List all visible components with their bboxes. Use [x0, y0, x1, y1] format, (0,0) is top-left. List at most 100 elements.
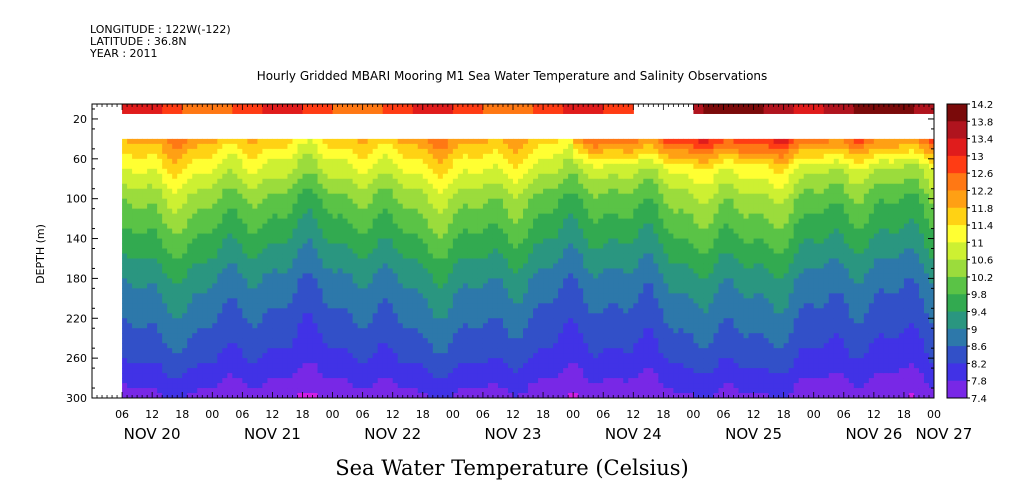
- heatmap-cell: [467, 353, 474, 359]
- heatmap-cell: [317, 338, 324, 344]
- heatmap-cell: [492, 188, 499, 195]
- heatmap-cell: [247, 213, 253, 220]
- heatmap-cell: [412, 328, 419, 334]
- heatmap-cell: [167, 333, 173, 339]
- heatmap-cell: [337, 218, 344, 225]
- heatmap-cell: [502, 283, 509, 289]
- heatmap-cell: [142, 263, 148, 270]
- heatmap-cell: [147, 178, 153, 185]
- heatmap-cell: [377, 338, 384, 344]
- heatmap-cell: [432, 378, 439, 384]
- heatmap-cell: [217, 318, 223, 324]
- heatmap-cell: [548, 268, 554, 275]
- heatmap-cell: [297, 278, 304, 284]
- heatmap-cell: [267, 188, 274, 195]
- heatmap-cell: [533, 198, 539, 205]
- heatmap-cell: [538, 203, 544, 210]
- heatmap-cell: [397, 173, 404, 180]
- heatmap-cell: [447, 393, 454, 398]
- heatmap-cell: [528, 168, 534, 175]
- heatmap-cell: [593, 378, 599, 384]
- heatmap-cell: [172, 178, 178, 185]
- heatmap-cell: [232, 388, 238, 394]
- heatmap-cell: [257, 363, 263, 369]
- heatmap-cell: [342, 358, 349, 364]
- heatmap-cell: [583, 218, 589, 225]
- heatmap-cell: [442, 318, 449, 324]
- heatmap-cell: [492, 353, 499, 359]
- heatmap-cell: [322, 148, 329, 155]
- heatmap-cell: [487, 298, 494, 304]
- heatmap-cell: [407, 373, 414, 379]
- heatmap-cell: [247, 318, 253, 324]
- heatmap-cell: [337, 138, 344, 145]
- heatmap-cell: [222, 293, 228, 299]
- heatmap-cell: [412, 358, 419, 364]
- heatmap-cell: [387, 198, 394, 205]
- heatmap-cell: [523, 348, 529, 354]
- heatmap-cell: [262, 358, 269, 364]
- heatmap-cell: [528, 388, 534, 394]
- heatmap-cell: [518, 188, 524, 195]
- heatmap-cell: [227, 213, 233, 220]
- heatmap-cell: [177, 178, 183, 185]
- heatmap-cell: [287, 378, 294, 384]
- heatmap-cell: [538, 333, 544, 339]
- heatmap-cell: [262, 363, 269, 369]
- heatmap-cell: [257, 268, 263, 275]
- heatmap-cell: [247, 283, 253, 289]
- heatmap-cell: [247, 173, 253, 180]
- heatmap-cell: [372, 293, 379, 299]
- heatmap-cell: [422, 278, 429, 284]
- heatmap-cell: [162, 248, 168, 255]
- heatmap-cell: [222, 148, 228, 155]
- heatmap-cell: [292, 373, 299, 379]
- heatmap-cell: [247, 208, 253, 215]
- heatmap-cell: [232, 158, 238, 165]
- heatmap-cell: [507, 168, 514, 175]
- heatmap-cell: [402, 218, 409, 225]
- heatmap-cell: [573, 338, 579, 344]
- heatmap-cell: [362, 378, 369, 384]
- heatmap-cell: [372, 223, 379, 230]
- heatmap-cell: [467, 208, 474, 215]
- heatmap-cell: [197, 293, 203, 299]
- heatmap-cell: [563, 323, 569, 329]
- heatmap-cell: [583, 248, 589, 255]
- heatmap-cell: [247, 248, 253, 255]
- heatmap-cell: [513, 148, 519, 155]
- heatmap-cell: [267, 243, 274, 250]
- heatmap-cell: [372, 143, 379, 150]
- heatmap-cell: [137, 223, 143, 230]
- heatmap-cell: [167, 263, 173, 270]
- heatmap-cell: [497, 353, 504, 359]
- heatmap-cell: [563, 218, 569, 225]
- heatmap-cell: [568, 188, 574, 195]
- heatmap-cell: [558, 243, 564, 250]
- heatmap-cell: [352, 353, 359, 359]
- heatmap-cell: [432, 333, 439, 339]
- heatmap-cell: [237, 348, 243, 354]
- heatmap-cell: [387, 223, 394, 230]
- heatmap-cell: [347, 293, 354, 299]
- heatmap-cell: [387, 313, 394, 319]
- heatmap-cell: [357, 163, 364, 170]
- heatmap-cell: [207, 258, 213, 265]
- heatmap-cell: [452, 223, 459, 230]
- heatmap-cell: [277, 373, 284, 379]
- heatmap-cell: [237, 203, 243, 210]
- heatmap-cell: [432, 358, 439, 364]
- heatmap-cell: [507, 393, 514, 398]
- heatmap-cell: [357, 343, 364, 349]
- heatmap-cell: [317, 358, 324, 364]
- heatmap-cell: [337, 353, 344, 359]
- heatmap-cell: [487, 268, 494, 275]
- heatmap-cell: [568, 348, 574, 354]
- heatmap-cell: [482, 198, 489, 205]
- heatmap-cell: [157, 223, 163, 230]
- heatmap-cell: [297, 218, 304, 225]
- heatmap-cell: [417, 153, 424, 160]
- heatmap-cell: [147, 163, 153, 170]
- heatmap-cell: [513, 348, 519, 354]
- heatmap-cell: [187, 343, 193, 349]
